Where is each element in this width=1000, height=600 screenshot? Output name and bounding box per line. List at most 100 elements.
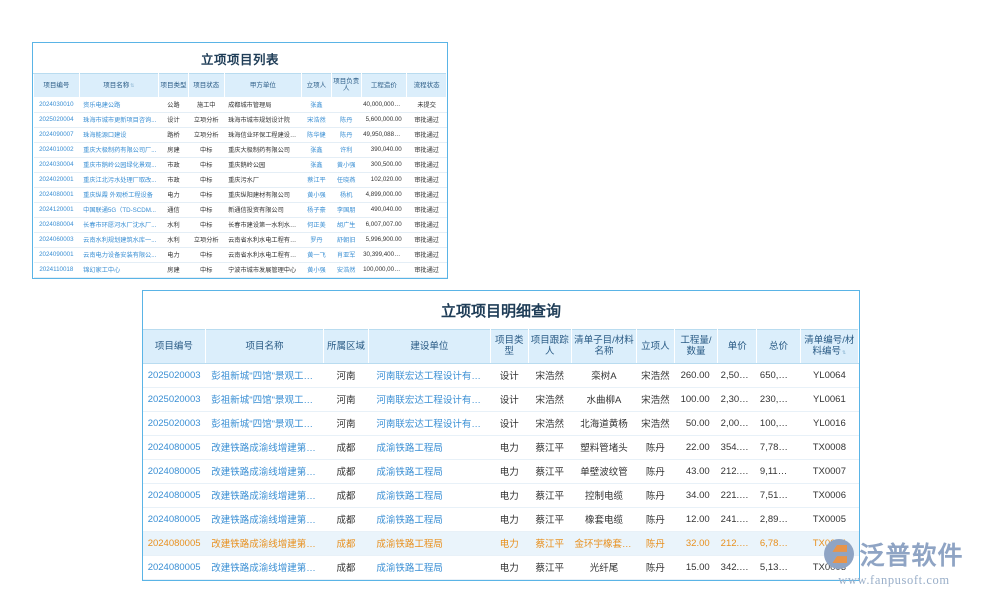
col-header-unit-price[interactable]: 单价 <box>717 329 758 364</box>
table-row[interactable]: 2024080005改建铁路成渝线增建第二直通线成都成渝铁路工程局电力蔡江平控制… <box>143 483 859 508</box>
project-name-cell: 改建铁路成渝线增建第二直通线 <box>205 555 324 580</box>
project-type-cell: 电力 <box>158 187 189 203</box>
project-type-cell: 设计 <box>490 411 529 436</box>
col-header-project-name[interactable]: 项目名称⇅ <box>78 73 160 98</box>
total-price-cell: 6,784.00 <box>756 531 801 556</box>
owner-cell: 舒朝旧 <box>331 232 362 248</box>
material-name-cell: 单壁波纹管 <box>571 459 637 484</box>
col-header-material-name[interactable]: 清单子目/材料名称 <box>571 329 637 364</box>
total-price-cell: 650,00... <box>756 363 801 388</box>
party-unit-cell: 云南省水利水电工程有限公司 <box>224 247 302 263</box>
table-row[interactable]: 2024080005改建铁路成渝线增建第二直通线成都成渝铁路工程局电力蔡江平单壁… <box>143 459 859 484</box>
col-header-quantity[interactable]: 工程量/数量 <box>674 329 719 364</box>
col-header-project-id[interactable]: 项目编号 <box>33 73 80 98</box>
table-row[interactable]: 2024020001 重庆江北污水处理厂取改... 市政 中标 重庆污水厂 蔡江平 任晓燕 1… <box>33 172 447 188</box>
status-badge: 审批通过 <box>406 172 447 188</box>
col-header-total-price[interactable]: 总价 <box>756 329 801 364</box>
quantity-cell: 43.00 <box>674 459 718 484</box>
filer-cell: 蔡江平 <box>301 172 332 188</box>
project-id-cell: 2024080005 <box>143 435 206 460</box>
col-header-material-code[interactable]: 清单编号/材料编号⇅ <box>800 329 860 364</box>
project-type-cell: 水利 <box>158 232 189 248</box>
quantity-cell: 32.00 <box>674 531 718 556</box>
col-header-region[interactable]: 所属区域 <box>323 329 369 364</box>
owner-cell: 陈丹 <box>331 112 362 128</box>
tracker-cell: 蔡江平 <box>528 531 572 556</box>
table-row[interactable]: 2024080005改建铁路成渝线增建第二直通线成都成渝铁路工程局电力蔡江平塑料… <box>143 435 859 460</box>
project-id-cell: 2025020003 <box>143 363 206 388</box>
col-header-project-type[interactable]: 项目类型 <box>158 73 189 98</box>
project-name-cell: 重庆纵霞 外观桥工程设备 <box>79 187 159 203</box>
region-cell: 河南 <box>323 363 369 388</box>
table-row[interactable]: 2024080005改建铁路成渝线增建第二直通线成都成渝铁路工程局电力蔡江平光纤… <box>143 555 859 580</box>
table-row[interactable]: 2024080005改建铁路成渝线增建第二直通线成都成渝铁路工程局电力蔡江平金环… <box>143 531 859 556</box>
owner-cell: 陈丹 <box>331 127 362 143</box>
col-header-project-state[interactable]: 项目状态 <box>187 73 225 98</box>
col-header-owner[interactable]: 项目负责人 <box>330 73 362 98</box>
table-row[interactable]: 2024030004 重庆市鹅岭公园绿化景观... 市政 中标 重庆鹅岭公园 张鑫 黄小强 3… <box>33 157 447 173</box>
sort-icon[interactable]: ⇅ <box>842 350 847 357</box>
table-row[interactable]: 2024120001 中国联通5G（TD-SCDM... 通信 中标 新通信投资有限公司… <box>33 202 447 218</box>
col-header-construction-unit[interactable]: 建设单位 <box>368 329 491 364</box>
col-header-cost[interactable]: 工程造价 <box>360 73 408 98</box>
sort-icon[interactable]: ⇅ <box>130 82 135 89</box>
table-row[interactable]: 2025020004 珠海市城市更新项目咨询... 设计 立项分析 珠海市城市规划设计院… <box>33 112 447 128</box>
table-row[interactable]: 2024030010 资乐电建公路 公路 施工中 成都城市管理局 张鑫 40,000,000… <box>33 97 447 113</box>
project-id-cell: 2024060003 <box>33 232 80 248</box>
col-header-party-unit[interactable]: 甲方单位 <box>223 73 303 98</box>
project-type-cell: 设计 <box>490 363 529 388</box>
construction-unit-cell: 成渝铁路工程局 <box>368 435 491 460</box>
col-header-project-type[interactable]: 项目类型 <box>490 329 529 364</box>
project-id-cell: 2024010002 <box>33 142 80 158</box>
owner-cell: 任晓燕 <box>331 172 362 188</box>
unit-price-cell: 241.00 <box>717 507 757 532</box>
table-row[interactable]: 2025020003彭祖新城"四馆"景观工程设计项目河南河南联宏达工程设计有限公… <box>143 363 859 388</box>
project-id-cell: 2024020001 <box>33 172 80 188</box>
total-price-cell: 100,00... <box>756 411 801 436</box>
status-badge: 审批通过 <box>406 142 447 158</box>
table-row[interactable]: 2024010002 重庆大极制药有限公司厂... 房建 中标 重庆大极制药有限公司 张鑫… <box>33 142 447 158</box>
construction-unit-cell: 河南联宏达工程设计有限公司 <box>368 411 491 436</box>
col-header-tracker[interactable]: 项目跟踪人 <box>528 329 572 364</box>
table-row[interactable]: 2024060003 云南水利规划建筑水库一... 水利 立项分析 云南省水利水电工程有… <box>33 232 447 248</box>
table-row[interactable]: 2025020003彭祖新城"四馆"景观工程设计项目河南河南联宏达工程设计有限公… <box>143 411 859 436</box>
col-header-filer[interactable]: 立项人 <box>636 329 675 364</box>
col-header-project-id[interactable]: 项目编号 <box>143 329 206 364</box>
col-header-flow-state[interactable]: 流程状态 <box>406 73 447 98</box>
filer-cell: 陈丹 <box>636 435 675 460</box>
table-row[interactable]: 2024080005改建铁路成渝线增建第二直通线成都成渝铁路工程局电力蔡江平橡套… <box>143 507 859 532</box>
project-state-cell: 中标 <box>188 247 225 263</box>
quantity-cell: 100.00 <box>674 387 718 412</box>
project-list-panel: 立项项目列表 项目编号 项目名称⇅ 项目类型 项目状态 甲方单位 立项人 项目负… <box>32 42 448 279</box>
project-type-cell: 房建 <box>158 262 189 278</box>
construction-unit-cell: 成渝铁路工程局 <box>368 507 491 532</box>
total-price-cell: 7,514.00 <box>756 483 801 508</box>
table-row[interactable]: 2024080001 重庆纵霞 外观桥工程设备 电力 中标 重庆纵阳建材有限公司 黄小强杨… <box>33 187 447 203</box>
project-type-cell: 通信 <box>158 202 189 218</box>
party-unit-cell: 重庆污水厂 <box>224 172 302 188</box>
col-header-filer[interactable]: 立项人 <box>301 73 332 98</box>
project-name-cell: 资乐电建公路 <box>79 97 159 113</box>
table-row[interactable]: 2024090001 云南电力设备安装有限公... 电力 中标 云南省水利水电工程有限公… <box>33 247 447 263</box>
table-row[interactable]: 2024080004 长春市环愿河水厂沈水厂... 水利 中标 长春市建设第一水利水电建… <box>33 217 447 233</box>
material-name-cell: 金环宇橡套电缆 <box>571 531 637 556</box>
project-type-cell: 市政 <box>158 172 189 188</box>
filer-cell: 张鑫 <box>301 142 332 158</box>
table-row[interactable]: 2024090007 珠海能源口建设 路桥 立项分析 珠海信业环保工程建设有限... 陈华… <box>33 127 447 143</box>
table-row[interactable]: 2025020003彭祖新城"四馆"景观工程设计项目河南河南联宏达工程设计有限公… <box>143 387 859 412</box>
total-price-cell: 9,116.00 <box>756 459 801 484</box>
owner-cell: 许利 <box>331 142 362 158</box>
quantity-cell: 34.00 <box>674 483 718 508</box>
col-header-project-name[interactable]: 项目名称 <box>205 329 325 364</box>
cost-cell: 30,399,400.00 <box>361 247 407 263</box>
project-detail-table: 项目编号 项目名称 所属区域 建设单位 项目类型 项目跟踪人 清单子目/材料名称… <box>143 329 860 580</box>
construction-unit-cell: 河南联宏达工程设计有限公司 <box>368 363 491 388</box>
material-name-cell: 塑料管堵头 <box>571 435 637 460</box>
cost-cell: 5,996,900.00 <box>361 232 407 248</box>
table-row[interactable]: 2024110018 锦幻家工中心 房建 中标 宁波市城市发展管理中心 黄小强 安浩然 100… <box>33 262 447 278</box>
material-code-cell: TX0005 <box>800 507 859 532</box>
total-price-cell: 7,788.00 <box>756 435 801 460</box>
material-name-cell: 北海道黄杨 <box>571 411 637 436</box>
construction-unit-cell: 成渝铁路工程局 <box>368 483 491 508</box>
party-unit-cell: 云南省水利水电工程有限公司 <box>224 232 302 248</box>
